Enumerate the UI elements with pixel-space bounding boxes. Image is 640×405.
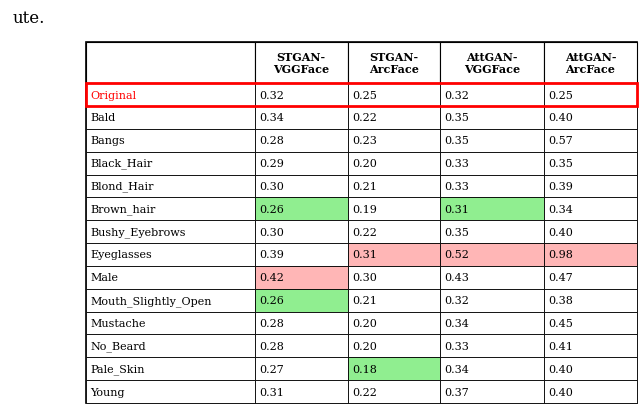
Text: 0.38: 0.38: [548, 296, 573, 305]
Text: 0.52: 0.52: [445, 250, 470, 260]
Text: 0.39: 0.39: [259, 250, 284, 260]
Text: Bangs: Bangs: [90, 136, 125, 146]
Text: 0.25: 0.25: [352, 90, 377, 100]
Text: 0.98: 0.98: [548, 250, 573, 260]
Text: 0.23: 0.23: [352, 136, 377, 146]
Text: 0.37: 0.37: [445, 387, 470, 396]
Text: 0.20: 0.20: [352, 318, 377, 328]
Text: 0.35: 0.35: [445, 113, 470, 123]
Text: 0.25: 0.25: [548, 90, 573, 100]
Text: 0.32: 0.32: [259, 90, 284, 100]
Text: 0.35: 0.35: [548, 159, 573, 169]
Text: 0.32: 0.32: [445, 296, 470, 305]
Text: 0.22: 0.22: [352, 227, 377, 237]
Text: 0.20: 0.20: [352, 341, 377, 351]
Text: 0.40: 0.40: [548, 113, 573, 123]
Text: AttGAN-
ArcFace: AttGAN- ArcFace: [564, 51, 616, 75]
Text: 0.40: 0.40: [548, 227, 573, 237]
Text: 0.31: 0.31: [352, 250, 377, 260]
Text: 0.41: 0.41: [548, 341, 573, 351]
Text: 0.34: 0.34: [445, 364, 470, 374]
Text: 0.39: 0.39: [548, 181, 573, 192]
Text: 0.21: 0.21: [352, 296, 377, 305]
Text: Black_Hair: Black_Hair: [90, 158, 152, 169]
Text: 0.43: 0.43: [445, 273, 470, 283]
Text: Young: Young: [90, 387, 125, 396]
Text: 0.26: 0.26: [259, 296, 284, 305]
Text: 0.26: 0.26: [259, 204, 284, 214]
Text: 0.57: 0.57: [548, 136, 573, 146]
Text: Blond_Hair: Blond_Hair: [90, 181, 154, 192]
Text: 0.22: 0.22: [352, 387, 377, 396]
Text: 0.34: 0.34: [259, 113, 284, 123]
Text: STGAN-
VGGFace: STGAN- VGGFace: [273, 51, 330, 75]
Text: 0.27: 0.27: [259, 364, 284, 374]
Text: 0.40: 0.40: [548, 387, 573, 396]
Text: 0.33: 0.33: [445, 159, 470, 169]
Text: 0.28: 0.28: [259, 318, 284, 328]
Text: 0.30: 0.30: [259, 181, 284, 192]
Text: Brown_hair: Brown_hair: [90, 204, 156, 215]
Text: Mouth_Slightly_Open: Mouth_Slightly_Open: [90, 295, 212, 306]
Text: 0.18: 0.18: [352, 364, 377, 374]
Text: 0.28: 0.28: [259, 341, 284, 351]
Text: 0.31: 0.31: [259, 387, 284, 396]
Text: Bushy_Eyebrows: Bushy_Eyebrows: [90, 227, 186, 237]
Text: Mustache: Mustache: [90, 318, 146, 328]
Text: Eyeglasses: Eyeglasses: [90, 250, 152, 260]
Text: 0.30: 0.30: [352, 273, 377, 283]
Text: 0.40: 0.40: [548, 364, 573, 374]
Text: ute.: ute.: [13, 10, 45, 27]
Text: 0.32: 0.32: [445, 90, 470, 100]
Text: 0.29: 0.29: [259, 159, 284, 169]
Text: AttGAN-
VGGFace: AttGAN- VGGFace: [464, 51, 520, 75]
Text: 0.19: 0.19: [352, 204, 377, 214]
Text: 0.20: 0.20: [352, 159, 377, 169]
Text: 0.33: 0.33: [445, 341, 470, 351]
Text: Original: Original: [90, 90, 136, 100]
Text: 0.47: 0.47: [548, 273, 573, 283]
Text: STGAN-
ArcFace: STGAN- ArcFace: [369, 51, 419, 75]
Text: 0.30: 0.30: [259, 227, 284, 237]
Text: 0.42: 0.42: [259, 273, 284, 283]
Text: Pale_Skin: Pale_Skin: [90, 363, 145, 374]
Text: 0.22: 0.22: [352, 113, 377, 123]
Text: 0.31: 0.31: [445, 204, 470, 214]
Text: 0.34: 0.34: [445, 318, 470, 328]
Text: 0.35: 0.35: [445, 136, 470, 146]
Text: No_Beard: No_Beard: [90, 341, 146, 352]
Text: 0.33: 0.33: [445, 181, 470, 192]
Text: Male: Male: [90, 273, 118, 283]
Text: Bald: Bald: [90, 113, 115, 123]
Text: 0.21: 0.21: [352, 181, 377, 192]
Text: 0.34: 0.34: [548, 204, 573, 214]
Text: 0.28: 0.28: [259, 136, 284, 146]
Text: 0.45: 0.45: [548, 318, 573, 328]
Text: 0.35: 0.35: [445, 227, 470, 237]
